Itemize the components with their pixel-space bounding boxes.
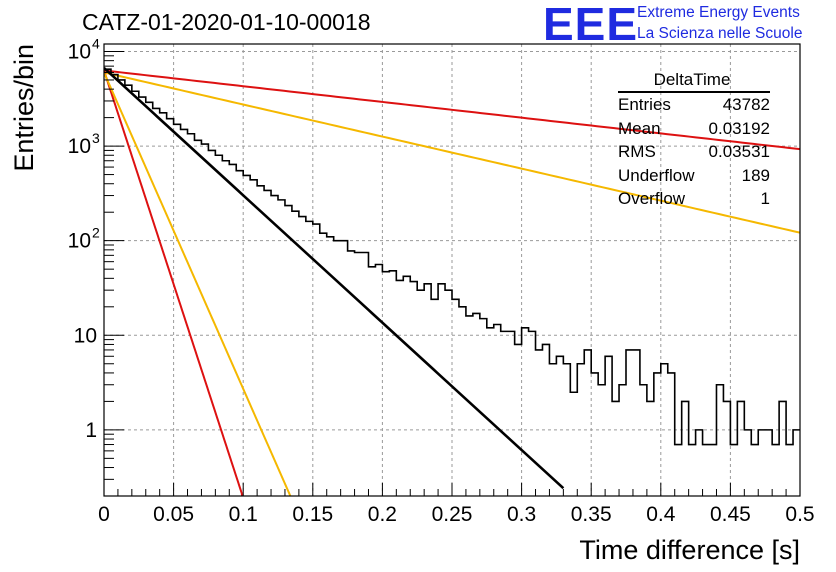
y-tick-label: 10 (68, 230, 91, 253)
fit-curve (104, 66, 565, 490)
stats-value: 189 (741, 165, 770, 185)
stats-title: DeltaTime (653, 70, 731, 89)
fit-curve (104, 69, 800, 151)
fit-curve (104, 71, 800, 234)
y-tick-exponent: 3 (92, 130, 100, 146)
x-tick-label: 0.2 (368, 503, 397, 526)
y-tick-label: 10 (74, 324, 97, 347)
fit-curve (104, 70, 244, 496)
histogram-series (104, 68, 800, 446)
y-axis-label: Entries/bin (9, 44, 39, 172)
x-tick-label: 0.4 (646, 503, 676, 526)
stats-value: 0.03531 (708, 142, 770, 161)
x-tick-label: 0.3 (507, 503, 536, 526)
stats-divider (618, 91, 770, 93)
stats-row: Mean 0.03192 (612, 117, 772, 141)
stats-row: Overflow 1 (612, 187, 772, 211)
x-tick-label: 0.45 (710, 503, 751, 526)
logo-line-1: Extreme Energy Events (637, 4, 800, 21)
fit-curve (104, 72, 292, 496)
stats-box: DeltaTime Entries 43782 Mean 0.03192 RMS… (612, 70, 772, 211)
stats-value: 0.03192 (708, 118, 770, 138)
x-tick-label: 0.1 (229, 503, 258, 526)
stats-row: Entries 43782 (612, 93, 772, 117)
x-tick-label: 0.35 (571, 503, 612, 526)
stats-key: Mean (618, 118, 661, 138)
stats-key: Entries (618, 95, 671, 114)
run-title: CATZ-01-2020-01-10-00018 (82, 9, 371, 35)
y-tick-exponent: 2 (92, 225, 100, 241)
fit-curves-front (104, 66, 565, 490)
x-tick-label: 0 (98, 503, 110, 526)
stats-key: Underflow (618, 165, 695, 185)
x-tick-label: 0.25 (432, 503, 473, 526)
x-tick-label: 0.15 (292, 503, 333, 526)
stats-row: RMS 0.03531 (612, 140, 772, 164)
x-tick-label: 0.5 (785, 503, 814, 526)
y-tick-label: 1 (85, 419, 97, 442)
logo-mark: EEE (543, 0, 639, 50)
stats-value: 1 (760, 189, 770, 208)
x-axis-label: Time difference [s] (579, 535, 800, 565)
x-axis-ticks: 0 0.05 0.1 0.15 0.2 0.25 0.3 0.35 0.4 0.45 0.5 (98, 483, 815, 526)
stats-row: Underflow 189 (612, 164, 772, 188)
y-tick-label: 10 (68, 135, 91, 158)
stats-key: RMS (618, 142, 656, 161)
y-tick-label: 10 (68, 40, 91, 63)
stats-key: Overflow (618, 189, 686, 208)
stats-value: 43782 (722, 95, 770, 114)
y-tick-exponent: 4 (92, 35, 100, 51)
logo-line-2: La Scienza nelle Scuole (637, 25, 803, 42)
x-tick-label: 0.05 (153, 503, 194, 526)
fit-curves-back (104, 69, 800, 496)
